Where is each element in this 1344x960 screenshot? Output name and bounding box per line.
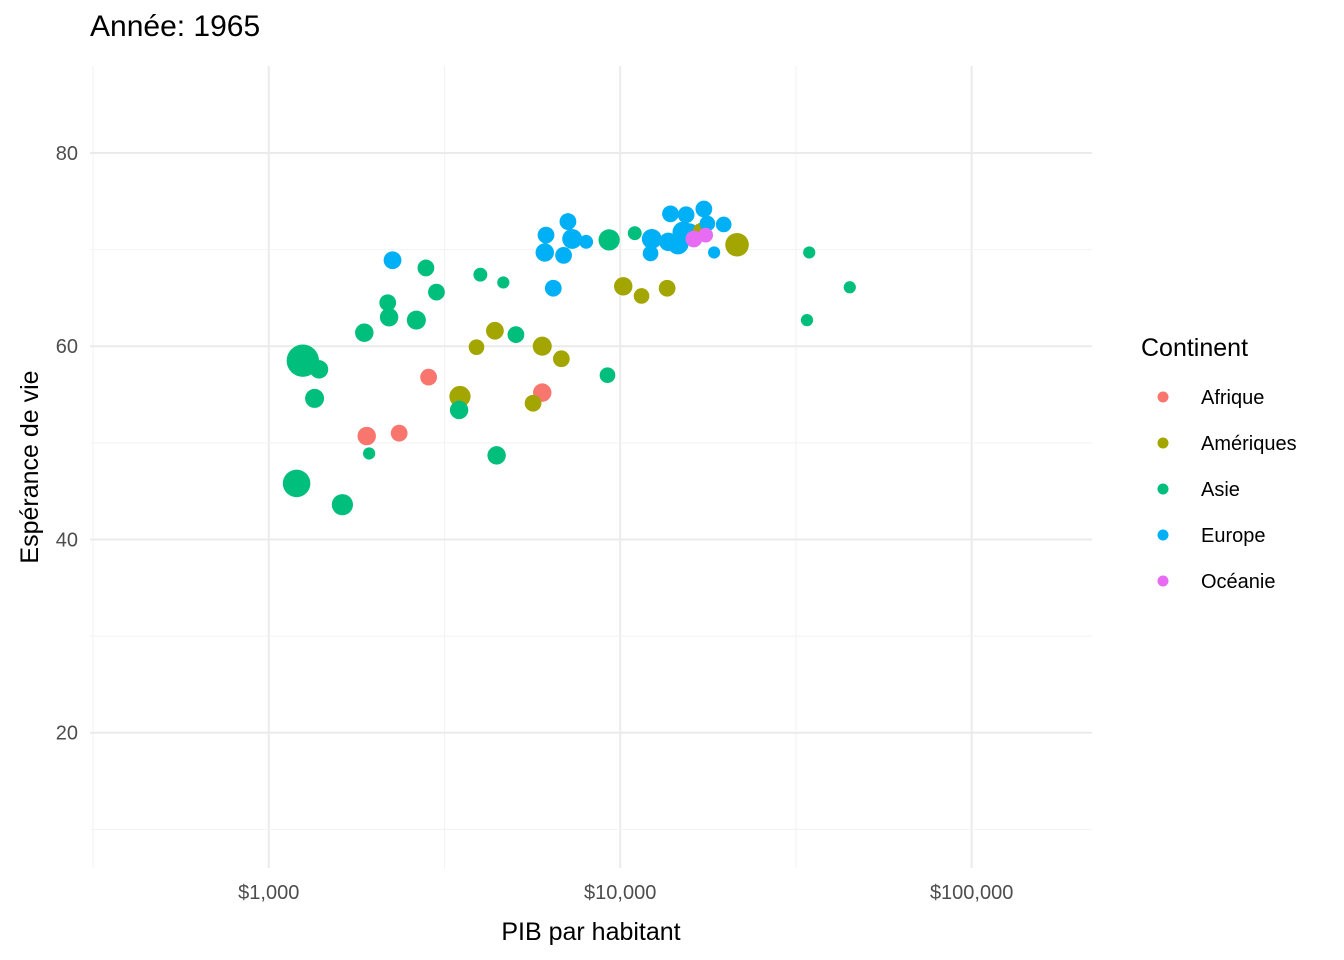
data-point — [677, 206, 695, 224]
data-point — [524, 394, 542, 412]
data-point — [562, 229, 583, 249]
data-point — [698, 227, 714, 243]
legend-label: Asie — [1201, 479, 1240, 501]
data-point — [658, 279, 676, 297]
data-point — [363, 447, 376, 460]
data-point — [282, 469, 311, 498]
data-point — [699, 215, 716, 232]
data-point — [659, 232, 678, 252]
data-point — [331, 494, 354, 516]
data-point — [537, 226, 555, 244]
data-point — [383, 251, 402, 270]
y-axis-title: Espérance de vie — [16, 370, 44, 563]
data-point — [535, 243, 554, 262]
grid-lines — [90, 66, 1092, 868]
data-point — [449, 400, 469, 420]
data-point — [715, 216, 732, 233]
legend-key — [1157, 483, 1169, 495]
data-point — [627, 226, 642, 241]
legend-label: Amériques — [1201, 433, 1297, 455]
y-tick-label: 80 — [56, 143, 78, 165]
legend-label: Océanie — [1201, 571, 1276, 593]
data-point — [309, 360, 329, 379]
data-point — [633, 288, 650, 304]
data-point — [355, 323, 374, 342]
x-tick-label: $1,000 — [238, 882, 299, 904]
legend-key — [1157, 391, 1169, 403]
x-tick-label: $10,000 — [584, 882, 656, 904]
data-point — [390, 424, 408, 442]
data-point — [725, 232, 749, 257]
data-point — [695, 200, 713, 218]
data-point — [599, 367, 616, 384]
y-tick-label: 40 — [56, 529, 78, 551]
data-point — [417, 259, 435, 277]
chart-title: Année: 1965 — [90, 10, 261, 43]
data-point — [357, 426, 376, 446]
y-tick-label: 60 — [56, 336, 78, 358]
data-point — [614, 277, 633, 296]
legend-key — [1157, 529, 1169, 541]
data-point — [662, 205, 679, 223]
legend-label: Afrique — [1201, 387, 1264, 409]
data-point — [544, 279, 562, 297]
data-point — [552, 350, 570, 368]
data-point — [497, 276, 510, 289]
legend-key — [1157, 437, 1169, 449]
x-axis-title: PIB par habitant — [501, 918, 680, 946]
x-tick-label: $100,000 — [930, 882, 1013, 904]
data-point — [420, 368, 438, 386]
data-point — [473, 267, 488, 282]
data-point — [406, 310, 426, 330]
data-point — [487, 446, 506, 465]
data-point — [486, 321, 504, 340]
data-point — [843, 281, 856, 294]
data-point — [468, 339, 485, 356]
data-point — [579, 234, 594, 249]
data-point — [559, 213, 577, 230]
data-point — [641, 229, 662, 249]
x-axis-ticks: $1,000 $10,000 $100,000 — [238, 882, 1013, 904]
data-point — [555, 246, 572, 264]
legend-items: Afrique Amériques Asie Europe Océanie — [1157, 387, 1297, 593]
data-point — [428, 283, 445, 301]
legend-title: Continent — [1141, 334, 1248, 362]
data-point — [449, 385, 471, 408]
data-point — [707, 246, 721, 259]
legend-key — [1157, 575, 1169, 587]
data-point — [800, 314, 814, 327]
data-point — [379, 294, 397, 312]
data-point — [685, 230, 703, 248]
legend: Continent Afrique Amériques Asie Europe Océa… — [1141, 334, 1297, 593]
data-point — [507, 326, 525, 344]
data-point — [642, 245, 659, 262]
data-point — [379, 308, 399, 327]
data-point — [803, 246, 816, 259]
y-axis-ticks: 20 40 60 80 — [56, 143, 78, 745]
y-tick-label: 20 — [56, 723, 78, 745]
legend-label: Europe — [1201, 525, 1266, 547]
data-point — [598, 229, 620, 251]
data-point — [532, 336, 552, 356]
data-point — [305, 388, 325, 408]
data-points — [282, 200, 856, 516]
